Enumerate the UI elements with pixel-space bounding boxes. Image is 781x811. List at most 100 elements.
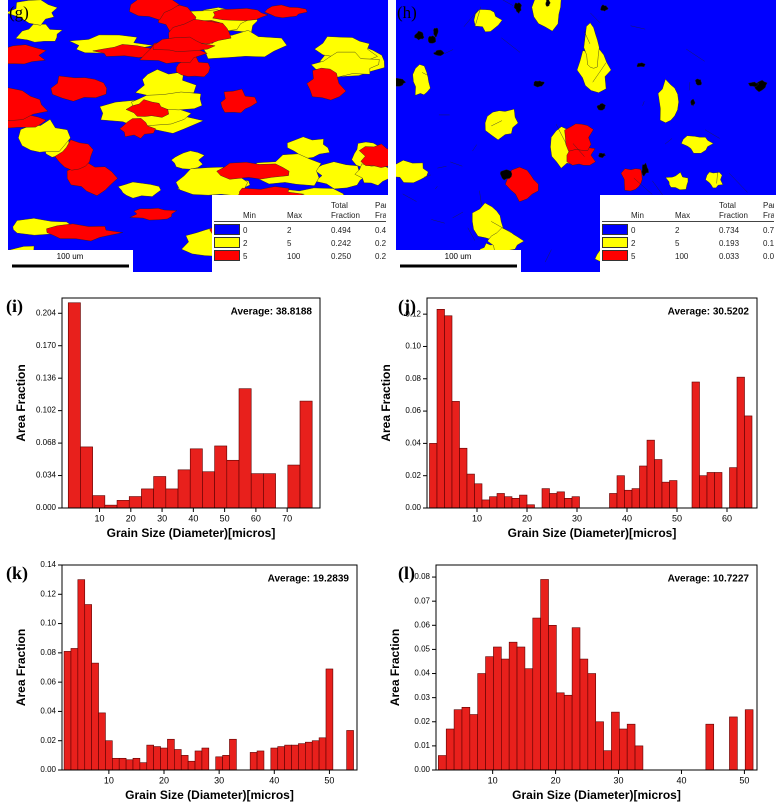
bar <box>587 673 597 771</box>
grain-boundary <box>642 101 645 106</box>
y-tick-label: 0.00 <box>405 503 421 512</box>
legend-cell: 2 <box>243 239 248 248</box>
legend-cell: 2 <box>287 226 292 235</box>
legend-header-cell: Partition Fraction <box>760 197 774 222</box>
bar <box>469 714 478 771</box>
grain <box>264 4 308 19</box>
y-tick-label: 0.10 <box>405 342 421 351</box>
bar <box>165 488 179 509</box>
grain <box>216 161 290 180</box>
bar <box>459 447 468 509</box>
bar <box>139 762 148 771</box>
bar <box>541 488 550 509</box>
annotation: Average: 38.8188 <box>231 307 313 318</box>
grain <box>705 171 724 189</box>
legend-cell: 0.193 <box>719 239 740 248</box>
panel-label: (j) <box>398 296 416 317</box>
legend-cell: 0 <box>631 226 636 235</box>
x-tick-label: 20 <box>551 775 561 785</box>
x-tick-label: 60 <box>722 513 732 523</box>
grain <box>620 168 643 192</box>
grain-boundary <box>491 221 511 233</box>
legend-row: 5 100 0.033 0.033 <box>602 248 774 261</box>
scale-bar-label: 100 um <box>57 252 84 261</box>
plot-frame <box>426 297 758 509</box>
grain-boundary <box>630 25 646 30</box>
map-label: (h) <box>397 3 417 22</box>
legend-row: 5 100 0.250 0.250 <box>214 248 386 261</box>
panel-label: (k) <box>6 563 28 584</box>
y-tick-label: 0.204 <box>36 308 57 317</box>
bar <box>661 481 670 509</box>
legend-cell: 100 <box>287 252 301 261</box>
grain <box>505 166 539 203</box>
bar <box>287 464 301 509</box>
y-tick-label: 0.05 <box>414 645 430 654</box>
bar <box>160 747 168 771</box>
bar <box>201 747 210 771</box>
x-tick-label: 10 <box>472 513 482 523</box>
bar <box>291 744 299 771</box>
grain <box>412 64 431 96</box>
bar <box>325 668 334 771</box>
map-label: (g) <box>9 3 29 22</box>
legend-cell: 5 <box>675 239 680 248</box>
legend-header-row: Min Max Total Fraction Partition Fraction <box>214 197 386 222</box>
bar <box>519 494 528 509</box>
grain <box>54 139 94 171</box>
y-tick-label: 0.068 <box>36 438 57 447</box>
bar <box>77 579 86 771</box>
legend-swatch-cell <box>214 235 240 248</box>
legend-cell: 2 <box>631 239 636 248</box>
grain-boundary <box>590 12 601 23</box>
y-tick-label: 0.06 <box>414 620 430 629</box>
bar <box>714 472 723 509</box>
bar <box>556 692 565 771</box>
bar <box>461 706 471 771</box>
legend-row: 2 5 0.193 0.193 <box>602 235 774 248</box>
legend-cell: 0.734 <box>763 226 774 235</box>
legend-row: 0 2 0.734 0.734 <box>602 222 774 235</box>
grain-boundary <box>689 82 691 91</box>
grain <box>396 159 429 184</box>
x-tick-label: 30 <box>614 775 624 785</box>
bar <box>489 496 498 509</box>
legend-cell: 0.494 <box>331 226 352 235</box>
legend-cell: 0.242 <box>331 239 352 248</box>
grain <box>212 8 269 21</box>
legend-header: Total Fraction <box>719 201 748 220</box>
bar <box>132 757 141 771</box>
bar <box>146 744 154 771</box>
bar <box>504 496 513 509</box>
bar <box>226 459 240 509</box>
y-axis-label: Area Fraction <box>388 629 402 706</box>
bar <box>501 658 510 771</box>
x-tick-label: 30 <box>572 513 582 523</box>
x-tick-label: 70 <box>282 513 292 523</box>
bar <box>556 491 565 509</box>
bar <box>634 745 644 771</box>
legend-header: Total Fraction <box>331 201 360 220</box>
bar <box>744 415 753 509</box>
bar <box>453 709 463 771</box>
grain <box>433 49 445 56</box>
y-tick-label: 0.00 <box>414 765 430 774</box>
grain <box>170 150 205 170</box>
bar <box>729 716 738 771</box>
bar <box>318 737 327 771</box>
bar <box>595 721 604 771</box>
grain <box>414 30 425 41</box>
x-tick-label: 20 <box>159 775 169 785</box>
grain <box>433 27 439 38</box>
bar <box>444 315 453 509</box>
grain-boundary <box>555 124 567 145</box>
bar <box>270 747 279 771</box>
bar <box>705 723 715 771</box>
bar <box>311 740 320 771</box>
grain <box>8 87 49 121</box>
bar <box>167 738 175 771</box>
bar <box>729 467 738 509</box>
bar <box>284 744 292 771</box>
y-tick-label: 0.01 <box>414 741 430 750</box>
grain <box>50 75 107 102</box>
